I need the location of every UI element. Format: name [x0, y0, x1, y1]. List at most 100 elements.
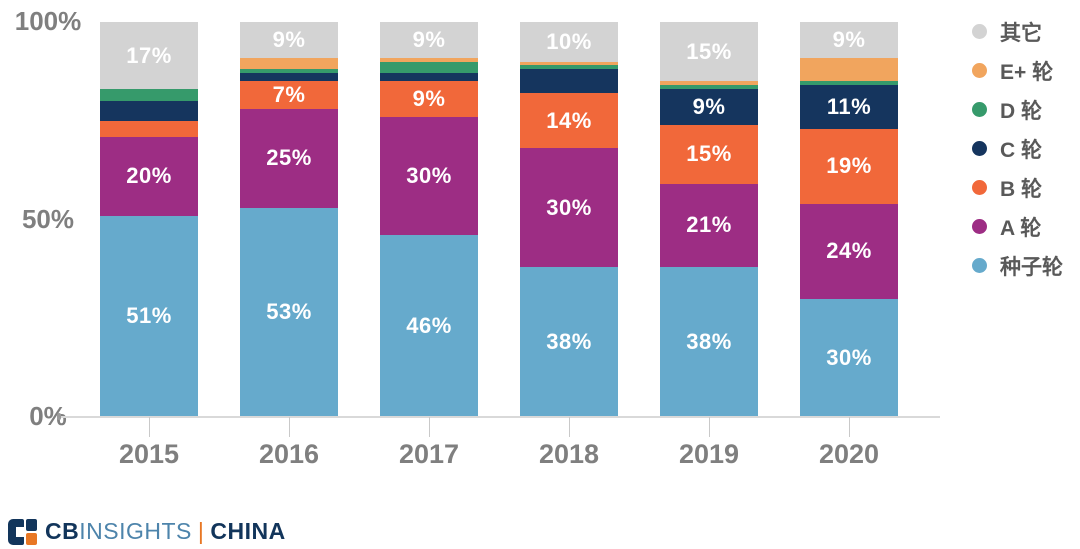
- bar-segment-2016-E+ 轮: [240, 57, 338, 70]
- bar-segment-2015-D 轮: [100, 89, 198, 101]
- bar-segment-2018-B 轮: 14%: [520, 93, 618, 149]
- bar-2019: 38% 21% 15% 9% 15%: [660, 22, 758, 417]
- bar-segment-2018-D 轮: [520, 65, 618, 70]
- bar-segment-label: 46%: [406, 313, 452, 339]
- bar-segment-2016-D 轮: [240, 69, 338, 74]
- bar-segment-2015-A 轮: 20%: [100, 136, 198, 216]
- bar-segment-label: 9%: [412, 86, 446, 112]
- bar-segment-label: 9%: [692, 93, 726, 119]
- legend-label: D 轮: [1000, 99, 1042, 123]
- bar-segment-label: 15%: [686, 38, 732, 64]
- bar-segment-label: 21%: [686, 212, 732, 238]
- brand-footer: CBINSIGHTS | CHINA: [8, 518, 286, 545]
- chart-legend: 其它 E+ 轮 D 轮 C 轮 B 轮 A 轮种子轮: [972, 12, 1063, 285]
- bar-segment-2017-A 轮: 30%: [380, 116, 478, 236]
- bar-segment-label: 17%: [126, 42, 172, 68]
- legend-label: E+ 轮: [1000, 60, 1054, 84]
- bar-segment-2020-种子轮: 30%: [800, 298, 898, 417]
- bar-2015: 51% 20% 17%: [100, 22, 198, 417]
- x-tick-2017: [429, 417, 430, 437]
- brand-insights: INSIGHTS: [79, 518, 192, 544]
- bar-segment-2019-C 轮: 9%: [660, 89, 758, 125]
- legend-swatch: [972, 102, 987, 117]
- bar-segment-label: 15%: [686, 141, 732, 167]
- bar-segment-2017-D 轮: [380, 61, 478, 74]
- bar-segment-2019-B 轮: 15%: [660, 124, 758, 184]
- bar-segment-label: 30%: [826, 344, 872, 370]
- bar-2018: 38% 30% 14% 10%: [520, 22, 618, 417]
- bar-segment-2018-其它: 10%: [520, 22, 618, 62]
- x-label-2019: 2019: [678, 439, 740, 469]
- bar-segment-2019-A 轮: 21%: [660, 183, 758, 267]
- legend-item-种子轮: 种子轮: [972, 246, 1063, 285]
- legend-item-D 轮: D 轮: [972, 90, 1063, 129]
- bar-segment-2019-E+ 轮: [660, 81, 758, 86]
- bar-segment-2016-B 轮: 7%: [240, 81, 338, 109]
- x-axis-line: [58, 416, 940, 418]
- legend-item-C 轮: C 轮: [972, 129, 1063, 168]
- bar-segment-2020-D 轮: [800, 81, 898, 86]
- bar-segment-label: 51%: [126, 303, 172, 329]
- bar-segment-2018-种子轮: 38%: [520, 266, 618, 417]
- legend-swatch: [972, 24, 987, 39]
- legend-swatch: [972, 63, 987, 78]
- bar-segment-2016-C 轮: [240, 73, 338, 82]
- bar-segment-label: 25%: [266, 145, 312, 171]
- bar-segment-2018-E+ 轮: [520, 61, 618, 66]
- bar-segment-2020-C 轮: 11%: [800, 85, 898, 129]
- bar-segment-2020-B 轮: 19%: [800, 128, 898, 204]
- bar-segment-label: 9%: [412, 26, 446, 52]
- logo-notch: [16, 526, 24, 537]
- bar-2016: 53% 25% 7% 9%: [240, 22, 338, 417]
- bar-segment-label: 20%: [126, 163, 172, 189]
- x-tick-2019: [709, 417, 710, 437]
- bar-segment-label: 10%: [546, 28, 592, 54]
- bar-segment-label: 7%: [272, 82, 306, 108]
- bar-segment-2018-A 轮: 30%: [520, 148, 618, 267]
- legend-label: 其它: [1000, 21, 1042, 45]
- bar-segment-2020-其它: 9%: [800, 22, 898, 58]
- cbinsights-logo-icon: [8, 518, 37, 545]
- bar-segment-2015-其它: 17%: [100, 22, 198, 90]
- legend-label: B 轮: [1000, 177, 1042, 201]
- x-tick-2018: [569, 417, 570, 437]
- bar-segment-2015-种子轮: 51%: [100, 215, 198, 417]
- bar-segment-2019-其它: 15%: [660, 22, 758, 82]
- x-label-2016: 2016: [258, 439, 320, 469]
- legend-swatch: [972, 180, 987, 195]
- legend-item-其它: 其它: [972, 12, 1063, 51]
- bar-segment-label: 30%: [546, 194, 592, 220]
- bar-segment-2015-B 轮: [100, 120, 198, 137]
- bar-segment-2016-其它: 9%: [240, 22, 338, 58]
- legend-label: A 轮: [1000, 216, 1042, 240]
- brand-wordmark: CBINSIGHTS | CHINA: [45, 518, 286, 545]
- bar-segment-label: 14%: [546, 107, 592, 133]
- x-tick-2016: [289, 417, 290, 437]
- bar-segment-label: 19%: [826, 153, 872, 179]
- bar-segment-2015-C 轮: [100, 101, 198, 121]
- logo-top-right-block: [26, 518, 37, 531]
- legend-swatch: [972, 141, 987, 156]
- bar-segment-2016-A 轮: 25%: [240, 108, 338, 208]
- x-tick-2020: [849, 417, 850, 437]
- logo-bottom-right-block: [26, 532, 37, 545]
- bar-segment-label: 11%: [826, 93, 872, 119]
- bar-segment-2017-B 轮: 9%: [380, 81, 478, 117]
- bar-segment-2020-E+ 轮: [800, 57, 898, 82]
- bar-segment-label: 9%: [832, 26, 866, 52]
- brand-region: CHINA: [210, 518, 286, 544]
- x-tick-2015: [149, 417, 150, 437]
- x-label-2017: 2017: [398, 439, 460, 469]
- x-axis-origin-tick: [57, 413, 61, 420]
- x-label-2020: 2020: [818, 439, 880, 469]
- plot-area: 51% 20% 17% 53% 25% 7% 9% 46% 30% 9% 9% 38% 30% 14% 10…: [100, 22, 940, 417]
- bar-segment-2017-C 轮: [380, 73, 478, 82]
- bar-segment-2017-E+ 轮: [380, 57, 478, 62]
- bar-segment-label: 30%: [406, 163, 452, 189]
- bar-segment-label: 38%: [546, 328, 592, 354]
- bar-segment-2017-其它: 9%: [380, 22, 478, 58]
- y-label-100%: 100%: [14, 6, 82, 36]
- bar-2017: 46% 30% 9% 9%: [380, 22, 478, 417]
- brand-cb: CB: [45, 518, 80, 544]
